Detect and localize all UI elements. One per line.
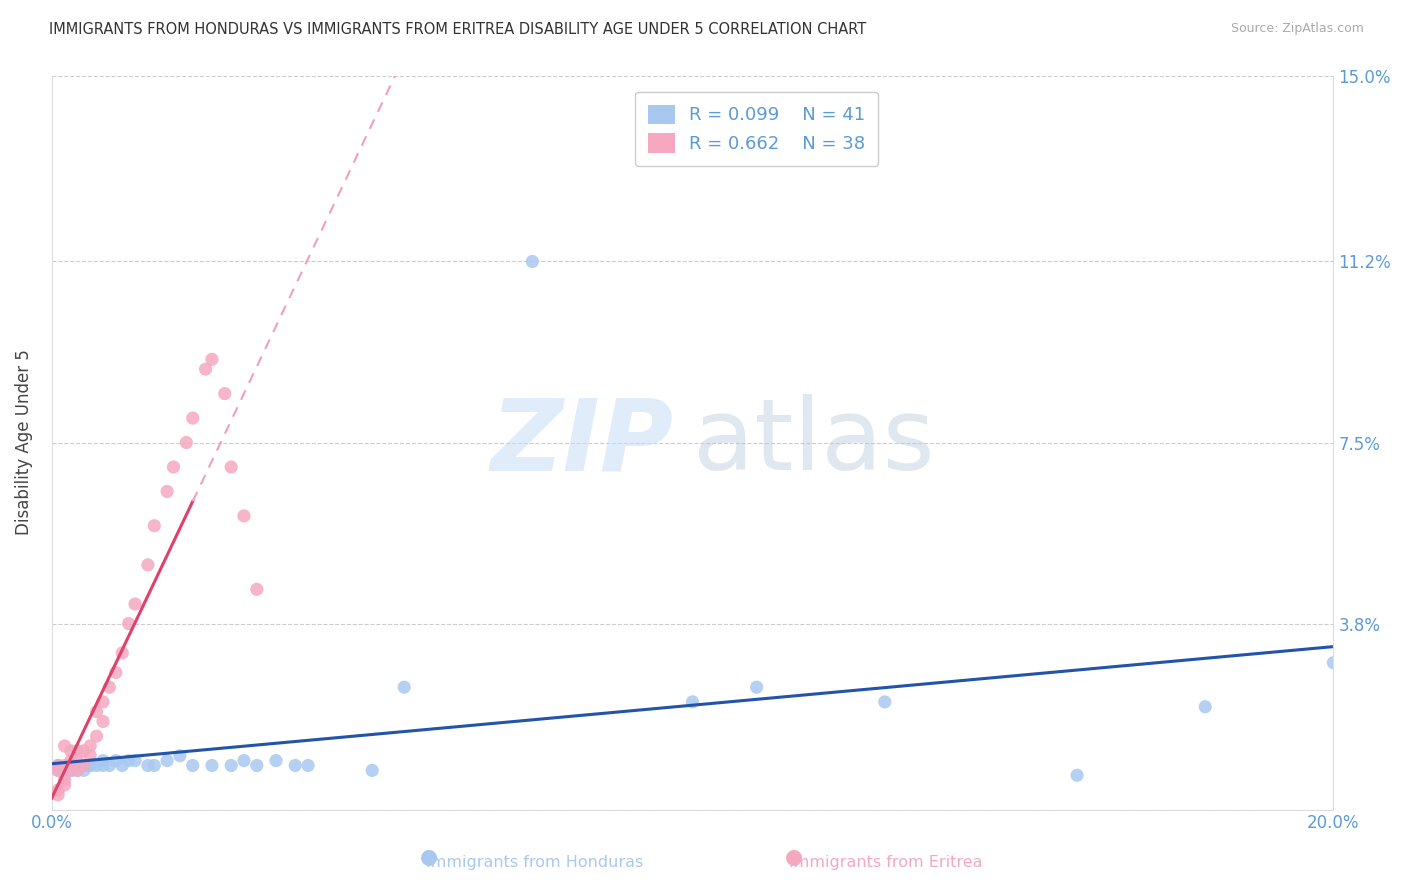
Point (66, 764, 89, 778)
Point (46, 764, 69, 778)
Point (98, 758, 121, 772)
Point (53, 758, 76, 772)
Point (59, 754, 82, 768)
Legend: R = 0.099    N = 41, R = 0.662    N = 38: R = 0.099 N = 41, R = 0.662 N = 38 (636, 92, 879, 166)
Point (156, 484, 179, 499)
Point (53, 739, 76, 753)
Point (59, 758, 82, 772)
Point (53, 778, 76, 792)
Point (66, 764, 89, 778)
Text: Immigrants from Eritrea: Immigrants from Eritrea (789, 855, 983, 870)
Point (233, 508, 256, 523)
Point (361, 764, 384, 778)
Point (46, 758, 69, 772)
Point (1194, 699, 1216, 714)
Point (745, 680, 768, 694)
Point (73, 758, 96, 772)
Text: ZIP: ZIP (491, 394, 673, 491)
Point (162, 460, 184, 475)
Point (91, 714, 114, 729)
Point (392, 680, 415, 694)
Point (284, 758, 307, 772)
Point (104, 665, 127, 680)
Text: Immigrants from Honduras: Immigrants from Honduras (426, 855, 643, 870)
Point (66, 758, 89, 772)
Point (66, 754, 89, 768)
Point (86, 758, 108, 772)
Point (233, 754, 256, 768)
Point (66, 744, 89, 758)
Point (53, 768, 76, 782)
Point (59, 764, 82, 778)
Text: Source: ZipAtlas.com: Source: ZipAtlas.com (1230, 22, 1364, 36)
Point (79, 758, 101, 772)
Point (181, 411, 204, 425)
Point (111, 758, 134, 772)
Point (124, 597, 146, 611)
Point (136, 558, 159, 572)
Point (46, 788, 69, 802)
Point (264, 754, 287, 768)
Point (297, 758, 319, 772)
Point (46, 783, 69, 797)
Point (124, 754, 146, 768)
Point (79, 758, 101, 772)
Point (46, 758, 69, 772)
Point (682, 695, 704, 709)
Point (1066, 768, 1088, 782)
Point (53, 773, 76, 788)
Point (873, 695, 896, 709)
Point (104, 754, 127, 768)
Point (156, 754, 179, 768)
Point (73, 744, 96, 758)
Point (181, 758, 204, 772)
Point (111, 646, 134, 660)
Point (176, 435, 198, 450)
Point (117, 616, 139, 631)
Point (73, 758, 96, 772)
Text: atlas: atlas (693, 394, 934, 491)
Point (86, 729, 108, 743)
Point (91, 754, 114, 768)
Point (246, 582, 269, 597)
Point (59, 744, 82, 758)
Point (143, 758, 166, 772)
Point (86, 705, 108, 719)
Point (79, 739, 101, 753)
Text: ●: ● (420, 847, 437, 867)
Point (59, 764, 82, 778)
Point (91, 758, 114, 772)
Point (219, 460, 242, 475)
Point (194, 362, 217, 376)
Text: IMMIGRANTS FROM HONDURAS VS IMMIGRANTS FROM ERITREA DISABILITY AGE UNDER 5 CORRE: IMMIGRANTS FROM HONDURAS VS IMMIGRANTS F… (49, 22, 866, 37)
Text: ●: ● (786, 847, 803, 867)
Point (79, 748, 101, 763)
Point (98, 680, 121, 694)
Point (73, 764, 96, 778)
Point (522, 254, 544, 268)
Point (201, 352, 224, 367)
Point (136, 758, 159, 772)
Point (46, 764, 69, 778)
Point (214, 386, 236, 401)
Point (201, 758, 224, 772)
Point (143, 518, 166, 533)
Point (1322, 656, 1344, 670)
Point (246, 758, 269, 772)
Point (169, 748, 191, 763)
Point (117, 754, 139, 768)
Point (91, 695, 114, 709)
Y-axis label: Disability Age Under 5: Disability Age Under 5 (15, 350, 32, 535)
Point (219, 758, 242, 772)
